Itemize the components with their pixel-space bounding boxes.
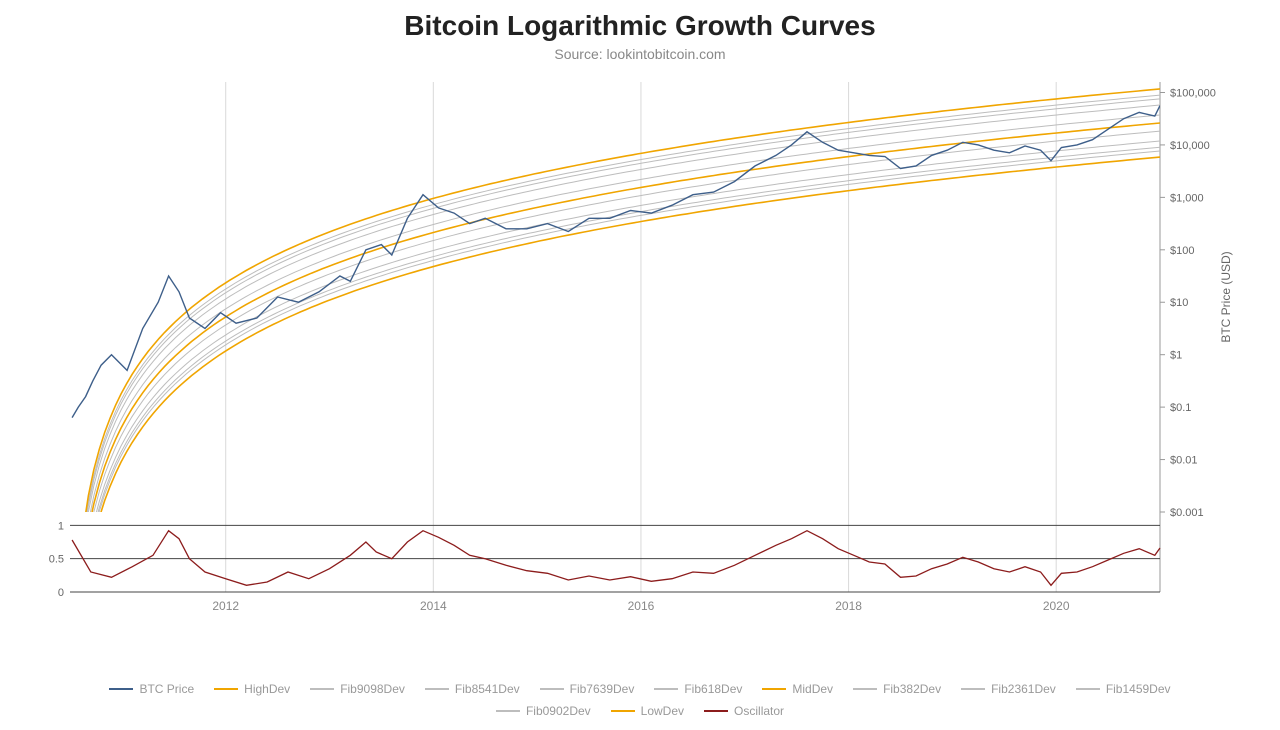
legend-item: Fib2361Dev (961, 682, 1056, 696)
legend-swatch (853, 688, 877, 690)
chart-frame: Bitcoin Logarithmic Growth Curves Source… (0, 10, 1280, 730)
legend-swatch (425, 688, 449, 690)
legend-label: Fib0902Dev (526, 704, 591, 718)
fib-curve (72, 147, 1160, 622)
legend-item: BTC Price (109, 682, 194, 696)
x-tick-label: 2018 (835, 599, 862, 613)
y-tick-label: $100,000 (1170, 87, 1216, 99)
y-tick-label: $0.001 (1170, 507, 1204, 519)
legend-swatch (1076, 688, 1100, 690)
legend-label: Fib618Dev (684, 682, 742, 696)
x-tick-label: 2014 (420, 599, 447, 613)
legend-swatch (961, 688, 985, 690)
chart-title: Bitcoin Logarithmic Growth Curves (0, 10, 1280, 42)
y-axis-label: BTC Price (USD) (1219, 251, 1233, 342)
fib-curve (72, 115, 1160, 622)
legend-label: Fib8541Dev (455, 682, 520, 696)
highdev-curve (72, 89, 1160, 622)
legend-swatch (310, 688, 334, 690)
legend-swatch (109, 688, 133, 690)
btc-price-line (72, 106, 1160, 418)
fib-curve (72, 141, 1160, 622)
y-tick-label: $1,000 (1170, 192, 1204, 204)
legend-item: LowDev (611, 704, 684, 718)
chart-subtitle: Source: lookintobitcoin.com (0, 46, 1280, 62)
legend-label: Oscillator (734, 704, 784, 718)
x-tick-label: 2016 (628, 599, 655, 613)
osc-tick-label: 0.5 (49, 554, 64, 566)
legend-label: MidDev (792, 682, 833, 696)
y-tick-label: $0.01 (1170, 455, 1198, 467)
legend-swatch (762, 688, 786, 690)
legend-item: Fib382Dev (853, 682, 941, 696)
legend-label: Fib2361Dev (991, 682, 1056, 696)
log-curves-group (72, 89, 1160, 622)
legend-swatch (496, 710, 520, 712)
fib-curve (72, 105, 1160, 622)
y-tick-label: $100 (1170, 245, 1194, 257)
chart-legend: BTC Price HighDev Fib9098Dev Fib8541Dev Fib7… (60, 682, 1220, 718)
y-tick-label: $10,000 (1170, 140, 1210, 152)
legend-item: Fib9098Dev (310, 682, 405, 696)
legend-label: LowDev (641, 704, 684, 718)
legend-item: Fib0902Dev (496, 704, 591, 718)
legend-swatch (214, 688, 238, 690)
legend-label: Fib7639Dev (570, 682, 635, 696)
legend-item: HighDev (214, 682, 290, 696)
legend-label: Fib1459Dev (1106, 682, 1171, 696)
legend-item: Oscillator (704, 704, 784, 718)
x-tick-label: 2012 (212, 599, 239, 613)
legend-swatch (654, 688, 678, 690)
legend-item: MidDev (762, 682, 833, 696)
middev-curve (72, 123, 1160, 622)
legend-item: Fib8541Dev (425, 682, 520, 696)
fib-curve (72, 123, 1160, 622)
lowdev-curve (72, 157, 1160, 622)
y-tick-label: $0.1 (1170, 402, 1191, 414)
legend-swatch (611, 710, 635, 712)
legend-swatch (540, 688, 564, 690)
x-tick-label: 2020 (1043, 599, 1070, 613)
fib-curve (72, 99, 1160, 622)
legend-item: Fib1459Dev (1076, 682, 1171, 696)
legend-item: Fib7639Dev (540, 682, 635, 696)
osc-tick-label: 1 (58, 520, 64, 532)
y-tick-label: $10 (1170, 297, 1188, 309)
chart-svg: 2012 2014 2016 2018 2020 $100,000 $10,000 $1,00… (0, 62, 1280, 622)
legend-label: BTC Price (139, 682, 194, 696)
legend-label: Fib9098Dev (340, 682, 405, 696)
fib-curve (72, 151, 1160, 622)
legend-label: Fib382Dev (883, 682, 941, 696)
legend-swatch (704, 710, 728, 712)
legend-label: HighDev (244, 682, 290, 696)
legend-item: Fib618Dev (654, 682, 742, 696)
oscillator-line (72, 531, 1160, 586)
osc-tick-label: 0 (58, 587, 64, 599)
y-tick-label: $1 (1170, 350, 1182, 362)
fib-curve (72, 131, 1160, 622)
